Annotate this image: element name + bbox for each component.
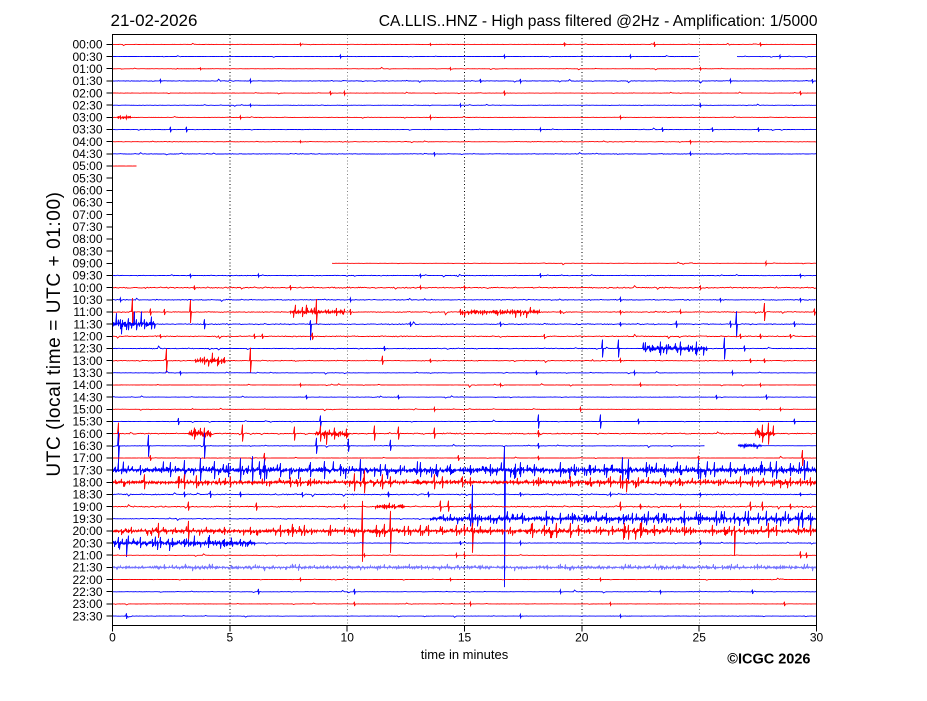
svg-text:19:00: 19:00 [72,500,102,514]
svg-text:00:00: 00:00 [72,38,102,52]
svg-text:23:00: 23:00 [72,597,102,611]
svg-text:10:30: 10:30 [72,293,102,307]
svg-text:19:30: 19:30 [72,512,102,526]
svg-text:13:30: 13:30 [72,366,102,380]
svg-text:07:00: 07:00 [72,208,102,222]
svg-text:18:30: 18:30 [72,488,102,502]
svg-text:15: 15 [458,631,472,645]
svg-text:03:00: 03:00 [72,111,102,125]
svg-text:08:00: 08:00 [72,232,102,246]
svg-text:01:30: 01:30 [72,74,102,88]
svg-text:06:30: 06:30 [72,196,102,210]
svg-text:21:30: 21:30 [72,561,102,575]
svg-text:16:30: 16:30 [72,439,102,453]
svg-text:05:30: 05:30 [72,171,102,185]
svg-text:22:00: 22:00 [72,573,102,587]
svg-text:04:30: 04:30 [72,147,102,161]
svg-text:08:30: 08:30 [72,244,102,258]
svg-text:20:00: 20:00 [72,524,102,538]
svg-text:17:00: 17:00 [72,451,102,465]
svg-text:17:30: 17:30 [72,463,102,477]
svg-text:14:00: 14:00 [72,378,102,392]
svg-text:16:00: 16:00 [72,427,102,441]
svg-text:11:30: 11:30 [73,317,102,331]
svg-text:18:00: 18:00 [72,476,102,490]
svg-text:21:00: 21:00 [72,548,102,562]
svg-text:time in minutes: time in minutes [421,647,509,662]
svg-text:00:30: 00:30 [72,50,102,64]
svg-text:20: 20 [575,631,589,645]
svg-text:5: 5 [226,631,233,645]
svg-text:12:00: 12:00 [72,330,102,344]
svg-text:30: 30 [810,631,824,645]
svg-text:10:00: 10:00 [72,281,102,295]
svg-text:CA.LLIS..HNZ - High pass filte: CA.LLIS..HNZ - High pass filtered @2Hz -… [379,13,818,30]
svg-text:10: 10 [341,631,355,645]
svg-text:09:00: 09:00 [72,257,102,271]
svg-text:07:30: 07:30 [72,220,102,234]
svg-text:09:30: 09:30 [72,269,102,283]
svg-text:©ICGC 2026: ©ICGC 2026 [727,652,810,668]
svg-text:15:30: 15:30 [72,415,102,429]
svg-text:01:00: 01:00 [72,62,102,76]
svg-text:02:00: 02:00 [72,86,102,100]
svg-text:03:30: 03:30 [72,123,102,137]
svg-text:23:30: 23:30 [72,609,102,623]
svg-text:21-02-2026: 21-02-2026 [111,11,198,30]
svg-text:0: 0 [109,631,116,645]
svg-text:UTC (local time = UTC + 01:00): UTC (local time = UTC + 01:00) [44,191,65,476]
svg-text:06:00: 06:00 [72,184,102,198]
svg-text:25: 25 [693,631,707,645]
svg-text:12:30: 12:30 [72,342,102,356]
svg-text:15:00: 15:00 [72,403,102,417]
svg-text:20:30: 20:30 [72,536,102,550]
svg-text:11:00: 11:00 [73,305,102,319]
svg-text:02:30: 02:30 [72,98,102,112]
svg-text:22:30: 22:30 [72,585,102,599]
svg-text:13:00: 13:00 [72,354,102,368]
svg-text:04:00: 04:00 [72,135,102,149]
svg-text:14:30: 14:30 [72,390,102,404]
svg-text:05:00: 05:00 [72,159,102,173]
